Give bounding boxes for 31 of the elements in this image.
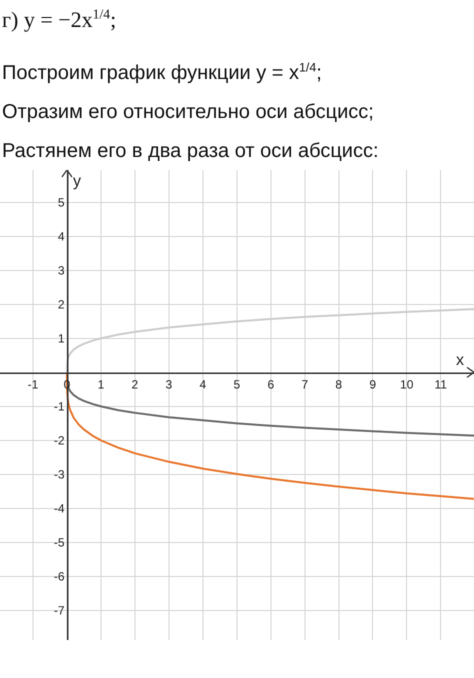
y-tick-label: 3 — [58, 264, 65, 278]
x-tick-label: 8 — [335, 377, 342, 392]
y-tick-label: -7 — [54, 604, 65, 618]
x-tick-label: 9 — [369, 377, 376, 392]
x-tick-label: 2 — [132, 377, 139, 392]
x-tick-label: 4 — [200, 377, 207, 392]
y-tick-label: -3 — [54, 468, 65, 482]
y-axis-title: y — [73, 173, 81, 190]
x-tick-label: 1 — [98, 377, 105, 392]
y-tick-label: -5 — [54, 536, 65, 550]
line-series — [66, 371, 474, 500]
x-tick-label: 10 — [400, 377, 414, 392]
y-tick-label: 2 — [58, 298, 65, 312]
y-tick-label: -1 — [54, 400, 65, 414]
y-tick-label: -2 — [54, 434, 65, 448]
x-tick-label: -1 — [28, 377, 39, 392]
y-tick-label: -4 — [54, 502, 65, 516]
x-tick-label: 3 — [166, 377, 173, 392]
y-tick-label: 5 — [58, 196, 65, 210]
x-tick-label: 5 — [233, 377, 240, 392]
x-tick-label: 7 — [301, 377, 308, 392]
y-tick-label: -6 — [54, 570, 65, 584]
x-axis-title: x — [456, 352, 464, 369]
y-tick-label: 1 — [58, 332, 65, 346]
text: Отразим его относительно оси абсцисс; — [2, 100, 374, 124]
y-tick-label: 4 — [58, 230, 65, 244]
text: Построим график функции y = x$^{1/4}$; — [2, 60, 322, 85]
text: Растянем его в два раза от оси абсцисс: — [2, 139, 379, 163]
x-tick-label: 11 — [434, 377, 448, 392]
chart-title: г) y = −2x$^{1/4}$; — [2, 6, 116, 32]
x-tick-label: 6 — [267, 377, 274, 392]
